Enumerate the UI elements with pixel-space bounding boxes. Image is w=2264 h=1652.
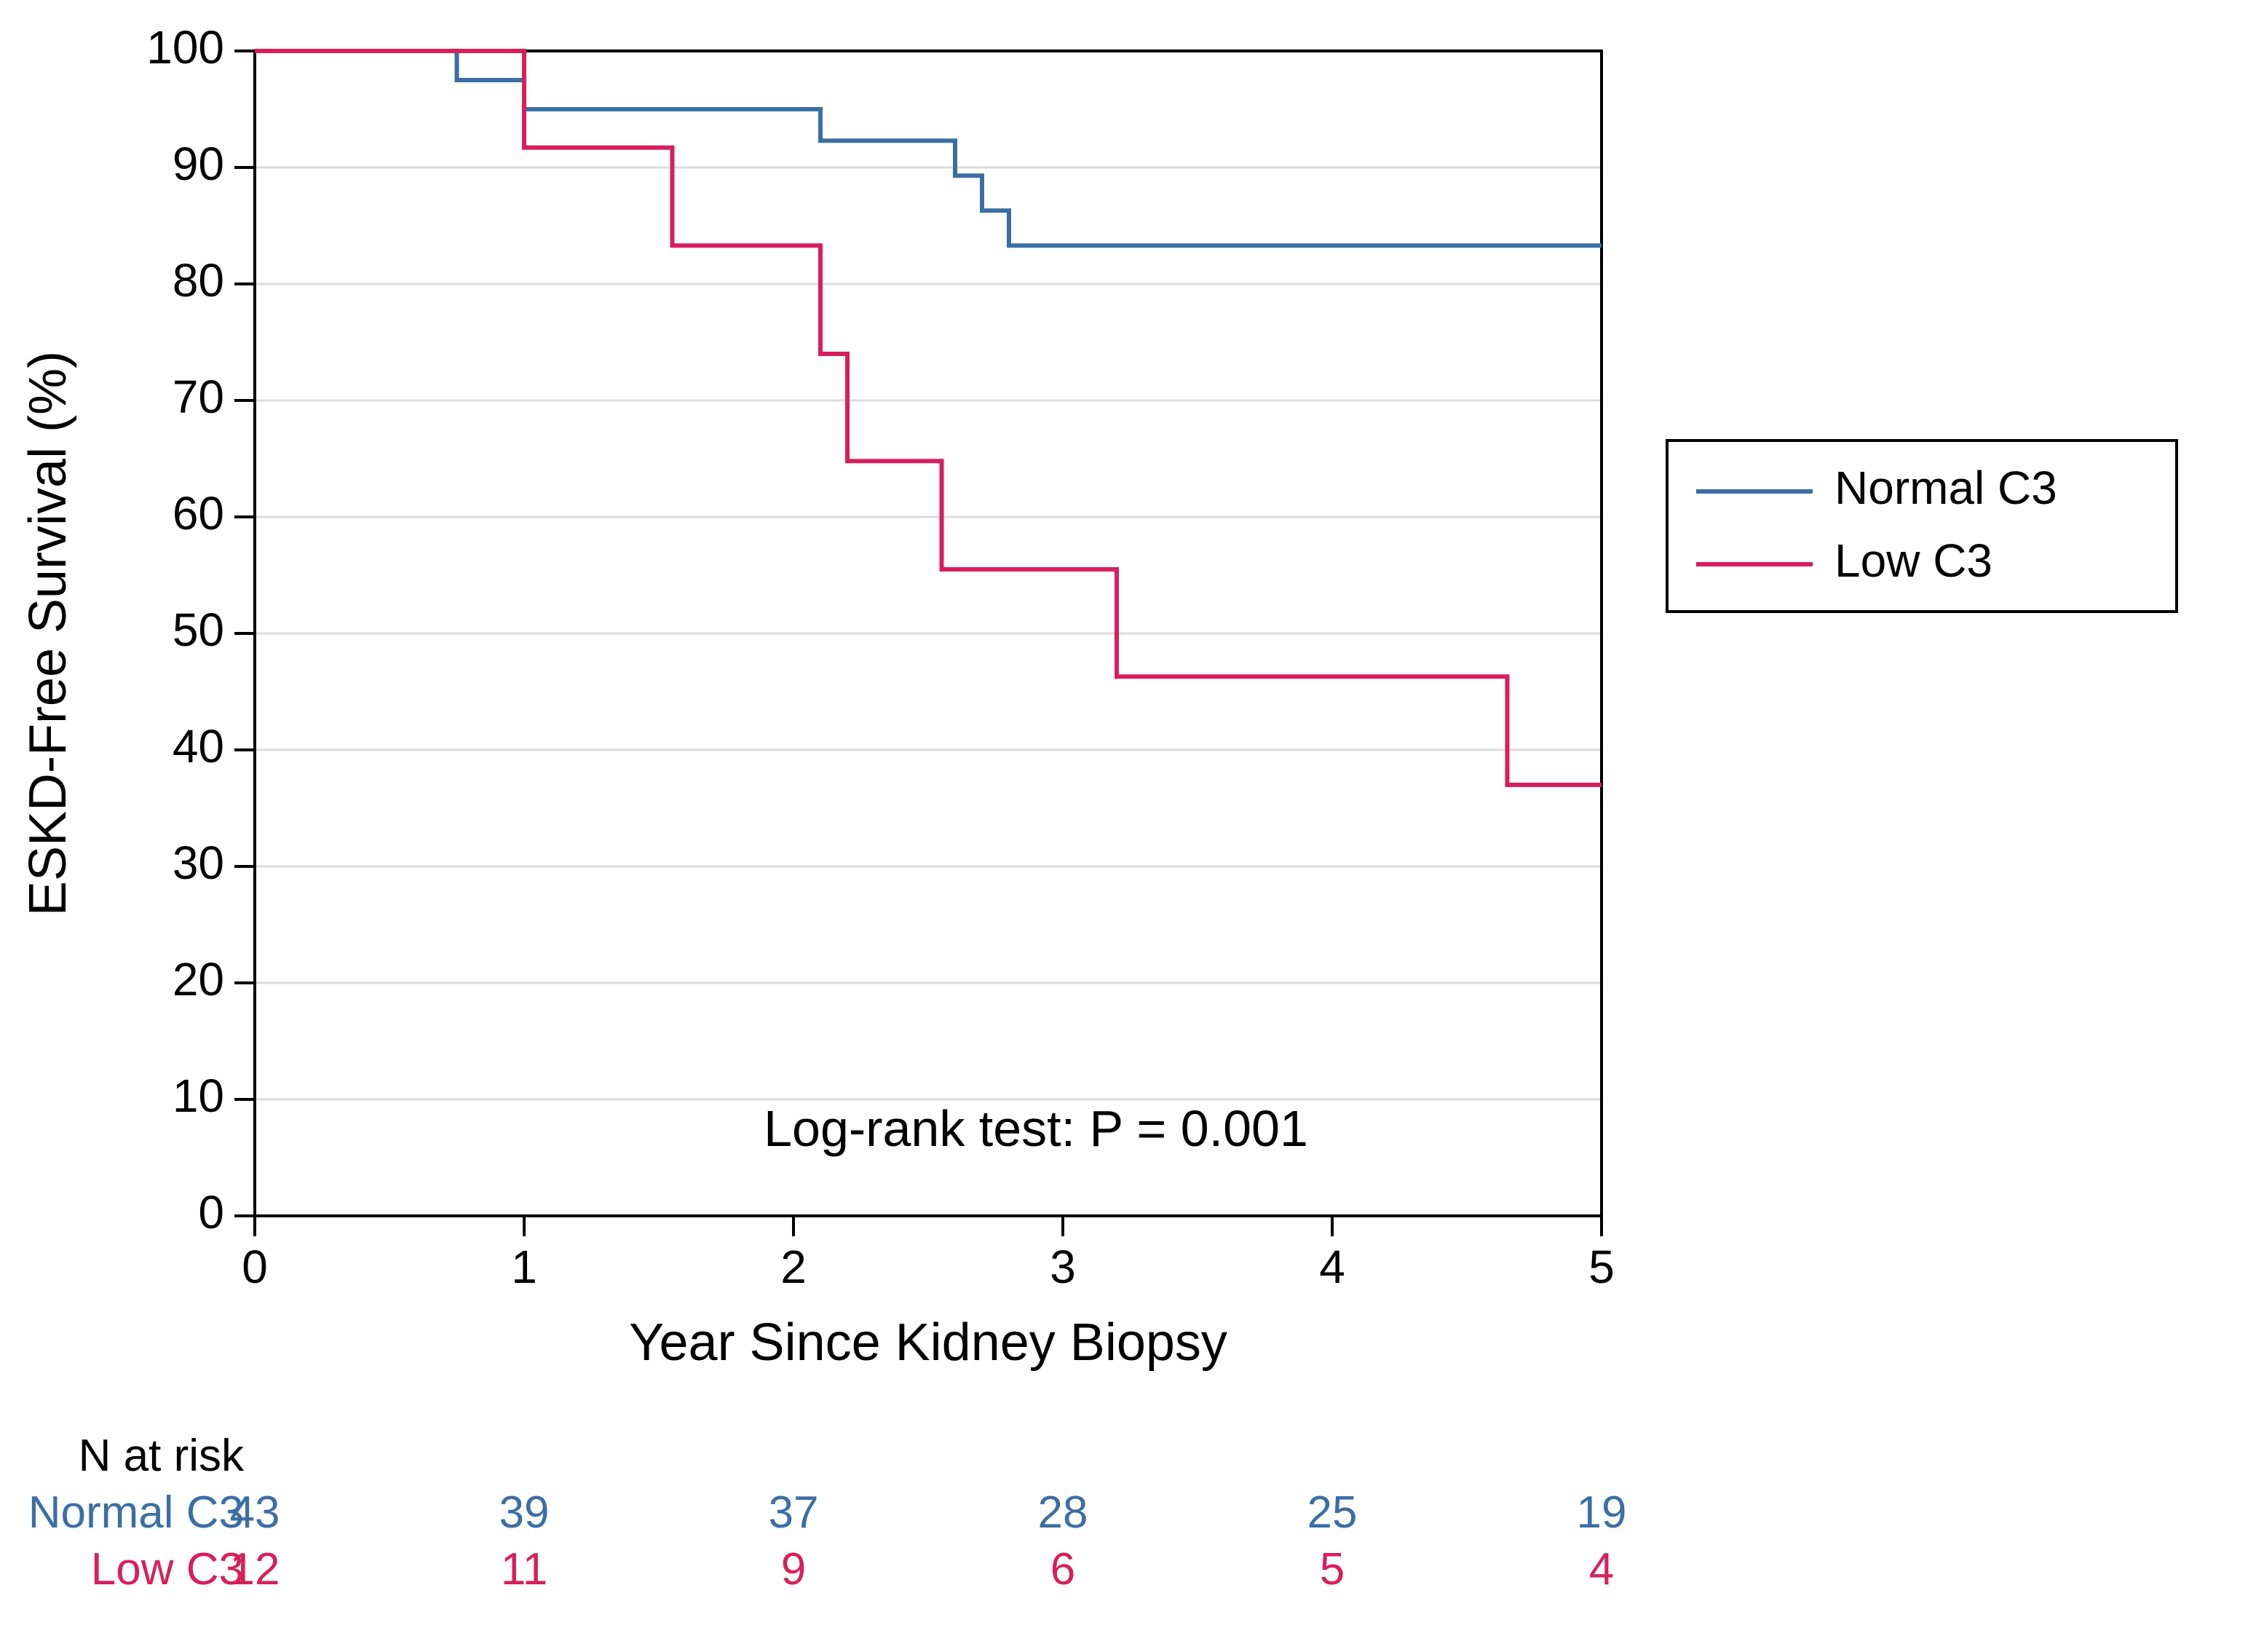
y-tick-label: 50 (173, 604, 224, 656)
risk-value: 19 (1577, 1487, 1627, 1538)
y-tick-label: 20 (173, 953, 224, 1005)
x-tick-label: 2 (780, 1241, 807, 1293)
risk-value: 28 (1038, 1487, 1088, 1538)
logrank-annotation: Log-rank test: P = 0.001 (764, 1100, 1308, 1157)
risk-row-label: Low C3 (91, 1544, 244, 1594)
risk-value: 11 (501, 1544, 547, 1594)
legend-label: Low C3 (1834, 534, 1992, 587)
chart-container: 0102030405060708090100012345Year Since K… (0, 0, 2264, 1652)
x-tick-label: 1 (511, 1241, 537, 1293)
risk-value: 39 (499, 1487, 550, 1538)
legend-label: Normal C3 (1834, 462, 2057, 514)
y-tick-label: 10 (173, 1070, 224, 1122)
risk-value: 43 (230, 1487, 280, 1538)
x-tick-label: 3 (1050, 1241, 1076, 1293)
risk-row-label: Normal C3 (28, 1487, 244, 1538)
km-plot-svg: 0102030405060708090100012345Year Since K… (0, 0, 2264, 1652)
risk-value: 6 (1050, 1544, 1075, 1594)
risk-value: 5 (1320, 1544, 1345, 1594)
y-tick-label: 70 (173, 371, 224, 423)
y-tick-label: 30 (173, 837, 224, 889)
x-tick-label: 4 (1319, 1241, 1345, 1293)
risk-table-title: N at risk (79, 1431, 245, 1481)
risk-value: 4 (1589, 1544, 1614, 1594)
y-tick-label: 60 (173, 487, 224, 540)
y-tick-label: 80 (173, 254, 224, 307)
risk-value: 25 (1307, 1487, 1358, 1538)
x-tick-label: 5 (1588, 1241, 1615, 1293)
risk-value: 12 (230, 1544, 280, 1594)
y-tick-label: 100 (146, 21, 224, 74)
risk-value: 9 (781, 1544, 806, 1594)
y-tick-label: 90 (173, 138, 224, 190)
y-axis-label: ESKD-Free Survival (%) (19, 351, 77, 916)
y-tick-label: 40 (173, 720, 224, 772)
x-axis-label: Year Since Kidney Biopsy (629, 1313, 1227, 1372)
risk-value: 37 (769, 1487, 819, 1538)
x-tick-label: 0 (242, 1241, 268, 1293)
y-tick-label: 0 (198, 1186, 224, 1238)
